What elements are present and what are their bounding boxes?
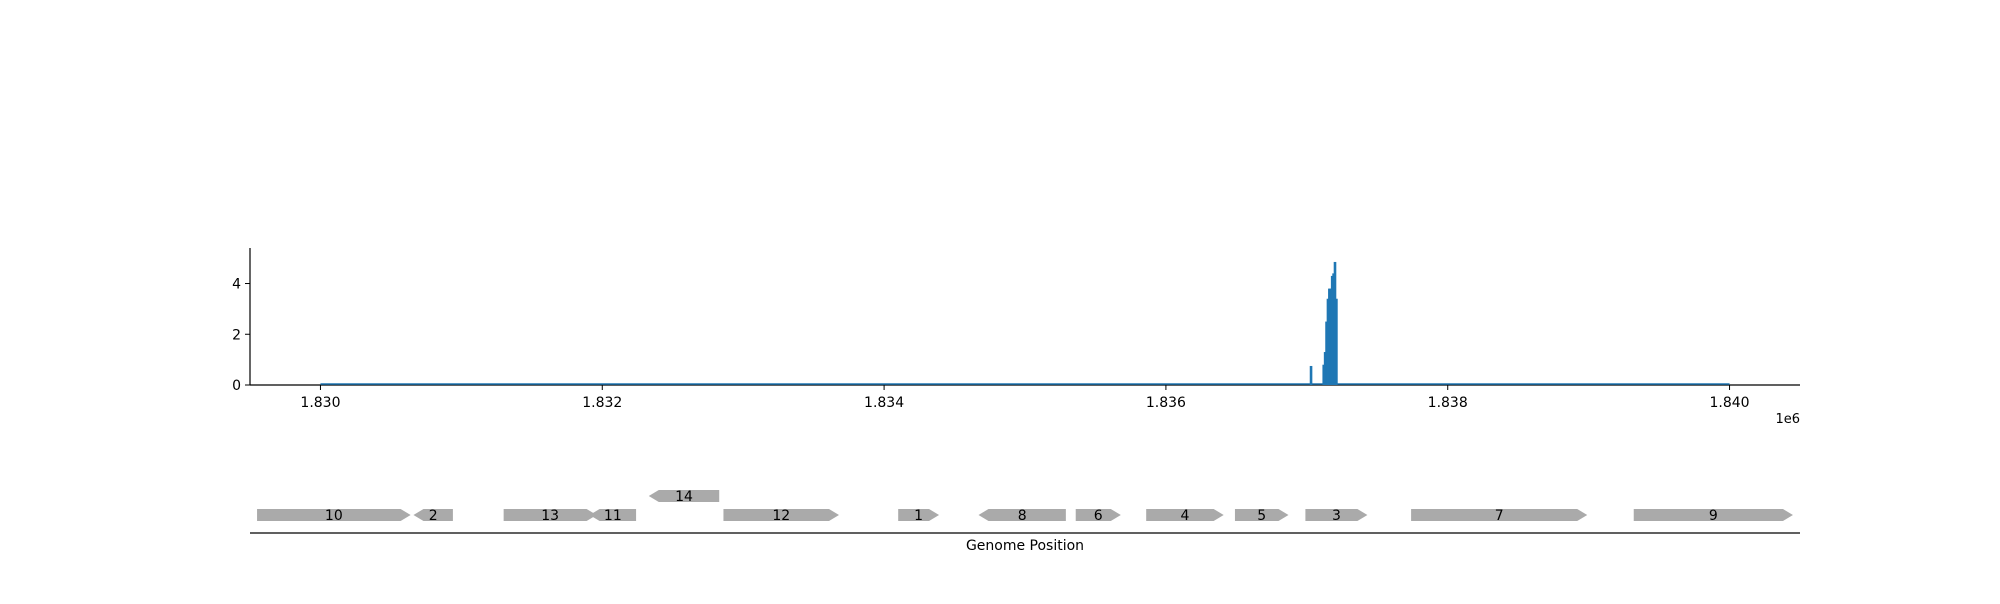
gene-arrow bbox=[589, 509, 637, 521]
y-tick-label: 2 bbox=[232, 327, 241, 343]
gene-label: 5 bbox=[1257, 508, 1266, 524]
x-tick-label: 1.834 bbox=[864, 395, 904, 411]
x-tick-label: 1.840 bbox=[1709, 395, 1749, 411]
gene-arrow bbox=[648, 490, 720, 502]
gene-arrow bbox=[898, 509, 940, 521]
gene-label: 9 bbox=[1709, 508, 1718, 524]
coverage-bar bbox=[1325, 321, 1328, 385]
gene-label: 13 bbox=[541, 508, 559, 524]
coverage-bar bbox=[1322, 364, 1326, 385]
gene-arrow bbox=[723, 509, 839, 521]
genome-position-label: Genome Position bbox=[966, 538, 1084, 554]
gene-arrow bbox=[1305, 509, 1368, 521]
coverage-bar bbox=[1329, 288, 1333, 385]
gene-arrow bbox=[1234, 509, 1289, 521]
coverage-bar bbox=[1330, 275, 1334, 385]
x-tick-label: 1.836 bbox=[1146, 395, 1186, 411]
x-tick-label: 1.838 bbox=[1428, 395, 1468, 411]
coverage-bar bbox=[1309, 365, 1313, 385]
gene-label: 2 bbox=[429, 508, 438, 524]
x-axis-multiplier: 1e6 bbox=[1775, 412, 1800, 427]
coverage-bar bbox=[1328, 288, 1331, 385]
coverage-bar bbox=[1323, 352, 1327, 385]
gene-arrow bbox=[257, 509, 411, 521]
gene-label: 3 bbox=[1332, 508, 1341, 524]
coverage-bar bbox=[1335, 298, 1338, 385]
gene-arrow bbox=[1146, 509, 1224, 521]
gene-label: 10 bbox=[325, 508, 343, 524]
gene-track: 10 2 13 11 14 12 1 8 6 4 5 3 7 9 bbox=[250, 489, 1800, 534]
y-tick-label: 4 bbox=[232, 277, 241, 293]
coverage-bar bbox=[1326, 298, 1330, 385]
coverage-axes: 1.830 1.832 1.834 1.836 1.838 1.840 0 2 4 bbox=[232, 248, 1800, 411]
coverage-bars bbox=[320, 261, 1730, 385]
gene-arrow bbox=[1075, 509, 1121, 521]
y-tick-label: 0 bbox=[232, 378, 241, 394]
gene-arrow bbox=[978, 509, 1066, 521]
gene-label: 12 bbox=[772, 508, 790, 524]
gene-label: 7 bbox=[1495, 508, 1504, 524]
gene-arrow bbox=[503, 509, 597, 521]
gene-label: 4 bbox=[1180, 508, 1189, 524]
coverage-bar bbox=[1332, 273, 1335, 385]
x-tick-label: 1.832 bbox=[582, 395, 622, 411]
x-tick-label: 1.830 bbox=[300, 395, 340, 411]
gene-arrow bbox=[1411, 509, 1588, 521]
gene-label: 14 bbox=[675, 489, 693, 505]
gene-arrow bbox=[1633, 509, 1793, 521]
gene-label: 11 bbox=[604, 508, 622, 524]
coverage-bar bbox=[1333, 261, 1337, 385]
gene-arrow bbox=[413, 509, 453, 521]
gene-label: 8 bbox=[1018, 508, 1027, 524]
gene-label: 6 bbox=[1094, 508, 1103, 524]
gene-label: 1 bbox=[914, 508, 923, 524]
